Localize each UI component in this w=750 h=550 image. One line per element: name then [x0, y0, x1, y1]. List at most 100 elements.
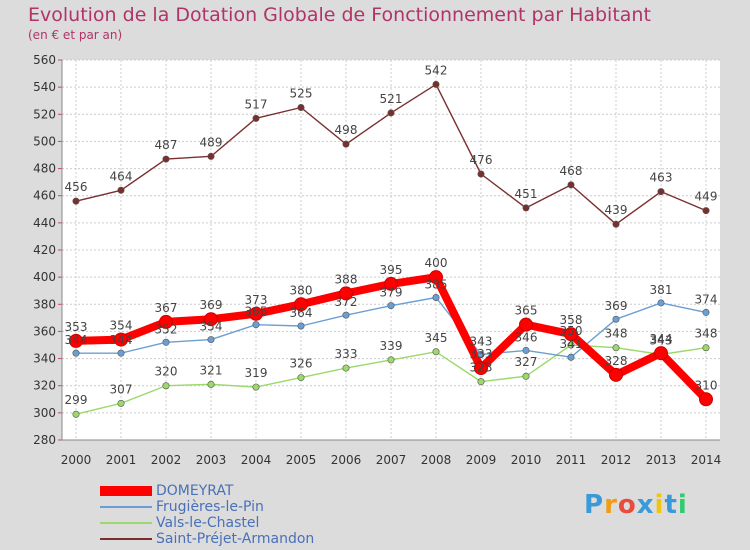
- x-tick-label: 2003: [196, 453, 227, 467]
- proxiti-logo: Proxiti: [584, 490, 688, 520]
- data-label-vals-le-chastel: 319: [245, 366, 268, 380]
- y-tick-label: 400: [33, 270, 56, 284]
- data-point-domeyrat: [609, 367, 623, 382]
- data-label-domeyrat: 365: [515, 304, 538, 318]
- x-tick-label: 2004: [241, 453, 272, 467]
- y-tick-label: 540: [33, 80, 56, 94]
- data-point-domeyrat: [654, 346, 668, 361]
- data-label-saint-pr-jet-armandon: 456: [65, 180, 88, 194]
- data-label-vals-le-chastel: 320: [155, 365, 178, 379]
- data-point-domeyrat: [159, 314, 173, 329]
- data-label-domeyrat: 310: [695, 378, 718, 392]
- data-point-vals-le-chastel: [432, 348, 440, 356]
- data-label-vals-le-chastel: 348: [695, 327, 718, 341]
- data-point-saint-pr-jet-armandon: [72, 197, 80, 205]
- data-label-frugi-res-le-pin: 364: [290, 306, 313, 320]
- data-label-frugi-res-le-pin: 365: [245, 305, 268, 319]
- data-label-frugi-res-le-pin: 369: [605, 299, 628, 313]
- data-point-vals-le-chastel: [342, 364, 350, 372]
- data-label-domeyrat: 380: [290, 283, 313, 297]
- data-point-saint-pr-jet-armandon: [342, 140, 350, 148]
- data-point-vals-le-chastel: [162, 382, 170, 390]
- data-point-saint-pr-jet-armandon: [432, 80, 440, 88]
- data-point-domeyrat: [519, 317, 533, 332]
- legend-swatch-frugieres: [100, 499, 152, 515]
- data-point-saint-pr-jet-armandon: [252, 114, 260, 122]
- data-label-vals-le-chastel: 299: [65, 393, 88, 407]
- data-point-frugi-res-le-pin: [207, 336, 215, 344]
- x-tick-label: 2005: [286, 453, 317, 467]
- x-tick-label: 2001: [106, 453, 137, 467]
- data-label-saint-pr-jet-armandon: 517: [245, 97, 268, 111]
- data-label-frugi-res-le-pin: 381: [650, 283, 673, 297]
- data-label-frugi-res-le-pin: 346: [515, 330, 538, 344]
- legend: DOMEYRAT Frugières-le-Pin Vals-le-Chaste…: [100, 483, 360, 547]
- data-point-domeyrat: [474, 361, 488, 376]
- legend-item-saint-prejet: Saint-Préjet-Armandon: [100, 531, 360, 547]
- data-point-frugi-res-le-pin: [387, 302, 395, 310]
- data-point-frugi-res-le-pin: [522, 346, 530, 354]
- data-label-vals-le-chastel: 326: [290, 357, 313, 371]
- data-point-frugi-res-le-pin: [297, 322, 305, 330]
- data-point-domeyrat: [339, 286, 353, 301]
- data-label-domeyrat: 369: [200, 298, 223, 312]
- y-tick-label: 380: [33, 297, 56, 311]
- data-point-frugi-res-le-pin: [567, 353, 575, 361]
- data-label-saint-pr-jet-armandon: 463: [650, 171, 673, 185]
- data-label-frugi-res-le-pin: 374: [695, 292, 718, 306]
- data-label-saint-pr-jet-armandon: 449: [695, 190, 718, 204]
- chart-subtitle: (en € et par an): [28, 28, 123, 42]
- y-tick-label: 320: [33, 379, 56, 393]
- data-label-frugi-res-le-pin: 372: [335, 295, 358, 309]
- data-label-domeyrat: 328: [605, 354, 628, 368]
- data-label-domeyrat: 395: [380, 263, 403, 277]
- x-tick-label: 2014: [691, 453, 722, 467]
- data-label-vals-le-chastel: 327: [515, 355, 538, 369]
- data-label-saint-pr-jet-armandon: 468: [560, 164, 583, 178]
- data-point-frugi-res-le-pin: [432, 293, 440, 301]
- data-point-domeyrat: [429, 270, 443, 285]
- data-point-domeyrat: [384, 276, 398, 291]
- data-point-domeyrat: [294, 297, 308, 312]
- data-point-frugi-res-le-pin: [657, 299, 665, 307]
- y-tick-label: 340: [33, 352, 56, 366]
- x-tick-label: 2007: [376, 453, 407, 467]
- data-point-frugi-res-le-pin: [612, 315, 620, 323]
- data-point-frugi-res-le-pin: [162, 338, 170, 346]
- data-label-domeyrat: 400: [425, 256, 448, 270]
- chart-title: Evolution de la Dotation Globale de Fonc…: [28, 4, 651, 26]
- data-label-saint-pr-jet-armandon: 542: [425, 63, 448, 77]
- data-point-vals-le-chastel: [522, 372, 530, 380]
- data-point-saint-pr-jet-armandon: [567, 181, 575, 189]
- data-point-domeyrat: [249, 306, 263, 321]
- data-label-frugi-res-le-pin: 344: [110, 333, 133, 347]
- data-label-vals-le-chastel: 350: [560, 324, 583, 338]
- data-point-vals-le-chastel: [387, 356, 395, 364]
- legend-label-vals: Vals-le-Chastel: [156, 515, 260, 531]
- data-point-saint-pr-jet-armandon: [702, 207, 710, 215]
- legend-label-frugieres: Frugières-le-Pin: [156, 499, 264, 515]
- legend-label-domeyrat: DOMEYRAT: [156, 483, 234, 499]
- data-label-saint-pr-jet-armandon: 464: [110, 169, 133, 183]
- legend-swatch-domeyrat: [100, 483, 152, 499]
- data-point-frugi-res-le-pin: [702, 308, 710, 316]
- data-point-vals-le-chastel: [612, 344, 620, 352]
- x-tick-label: 2002: [151, 453, 182, 467]
- data-label-domeyrat: 388: [335, 272, 358, 286]
- y-tick-label: 480: [33, 162, 56, 176]
- logo-letter: i: [677, 490, 688, 520]
- y-tick-label: 280: [33, 433, 56, 447]
- data-label-saint-pr-jet-armandon: 521: [380, 92, 403, 106]
- legend-swatch-vals: [100, 515, 152, 531]
- data-point-vals-le-chastel: [252, 383, 260, 391]
- data-point-frugi-res-le-pin: [117, 349, 125, 357]
- data-label-domeyrat: 354: [110, 319, 133, 333]
- legend-swatch-saint-prejet: [100, 531, 152, 547]
- data-label-frugi-res-le-pin: 341: [560, 337, 583, 351]
- legend-label-saint-prejet: Saint-Préjet-Armandon: [156, 531, 315, 547]
- data-point-saint-pr-jet-armandon: [477, 170, 485, 178]
- logo-letter: i: [654, 490, 665, 520]
- logo-letter: x: [636, 490, 655, 520]
- logo-letter: r: [604, 490, 618, 520]
